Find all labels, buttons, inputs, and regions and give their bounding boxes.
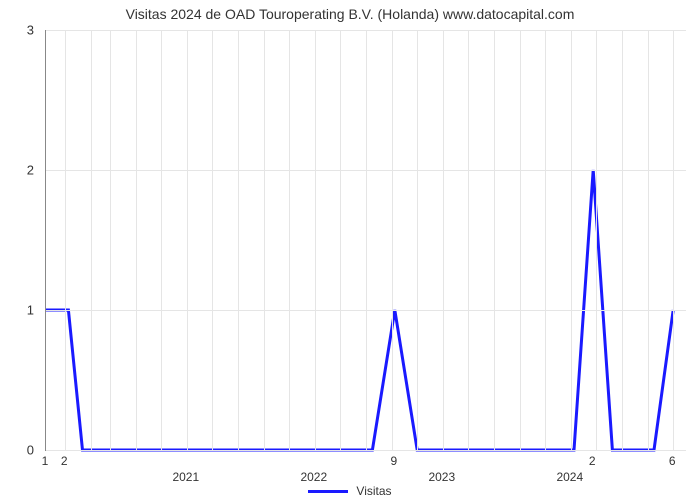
vgrid-line — [520, 30, 521, 450]
vgrid-line — [494, 30, 495, 450]
x-month-label: 2 — [589, 454, 596, 468]
line-chart: Visitas 2024 de OAD Touroperating B.V. (… — [0, 0, 700, 500]
vgrid-line — [264, 30, 265, 450]
vgrid-line — [673, 30, 674, 450]
vgrid-line — [65, 30, 66, 450]
x-month-label: 1 — [42, 454, 49, 468]
y-tick-label: 2 — [27, 163, 34, 178]
hgrid-line — [46, 450, 686, 451]
plot-area — [45, 30, 686, 451]
vgrid-line — [136, 30, 137, 450]
vgrid-line — [110, 30, 111, 450]
vgrid-line — [596, 30, 597, 450]
chart-title: Visitas 2024 de OAD Touroperating B.V. (… — [0, 0, 700, 26]
y-axis: 0123 — [0, 30, 40, 450]
vgrid-line — [443, 30, 444, 450]
x-year-label: 2023 — [428, 470, 455, 484]
y-tick-label: 0 — [27, 443, 34, 458]
legend: Visitas — [0, 484, 700, 498]
vgrid-line — [417, 30, 418, 450]
x-month-label: 6 — [669, 454, 676, 468]
x-year-label: 2024 — [556, 470, 583, 484]
x-month-label: 9 — [390, 454, 397, 468]
x-year-label: 2021 — [172, 470, 199, 484]
vgrid-line — [648, 30, 649, 450]
vgrid-line — [545, 30, 546, 450]
vgrid-line — [161, 30, 162, 450]
vgrid-line — [212, 30, 213, 450]
vgrid-line — [392, 30, 393, 450]
vgrid-line — [187, 30, 188, 450]
y-tick-label: 1 — [27, 303, 34, 318]
x-month-label: 2 — [61, 454, 68, 468]
y-tick-label: 3 — [27, 23, 34, 38]
x-year-label: 2022 — [300, 470, 327, 484]
vgrid-line — [571, 30, 572, 450]
vgrid-line — [289, 30, 290, 450]
vgrid-line — [91, 30, 92, 450]
vgrid-line — [315, 30, 316, 450]
vgrid-line — [366, 30, 367, 450]
legend-label: Visitas — [356, 484, 391, 498]
vgrid-line — [340, 30, 341, 450]
vgrid-line — [468, 30, 469, 450]
vgrid-line — [622, 30, 623, 450]
vgrid-line — [238, 30, 239, 450]
legend-swatch — [308, 490, 348, 493]
